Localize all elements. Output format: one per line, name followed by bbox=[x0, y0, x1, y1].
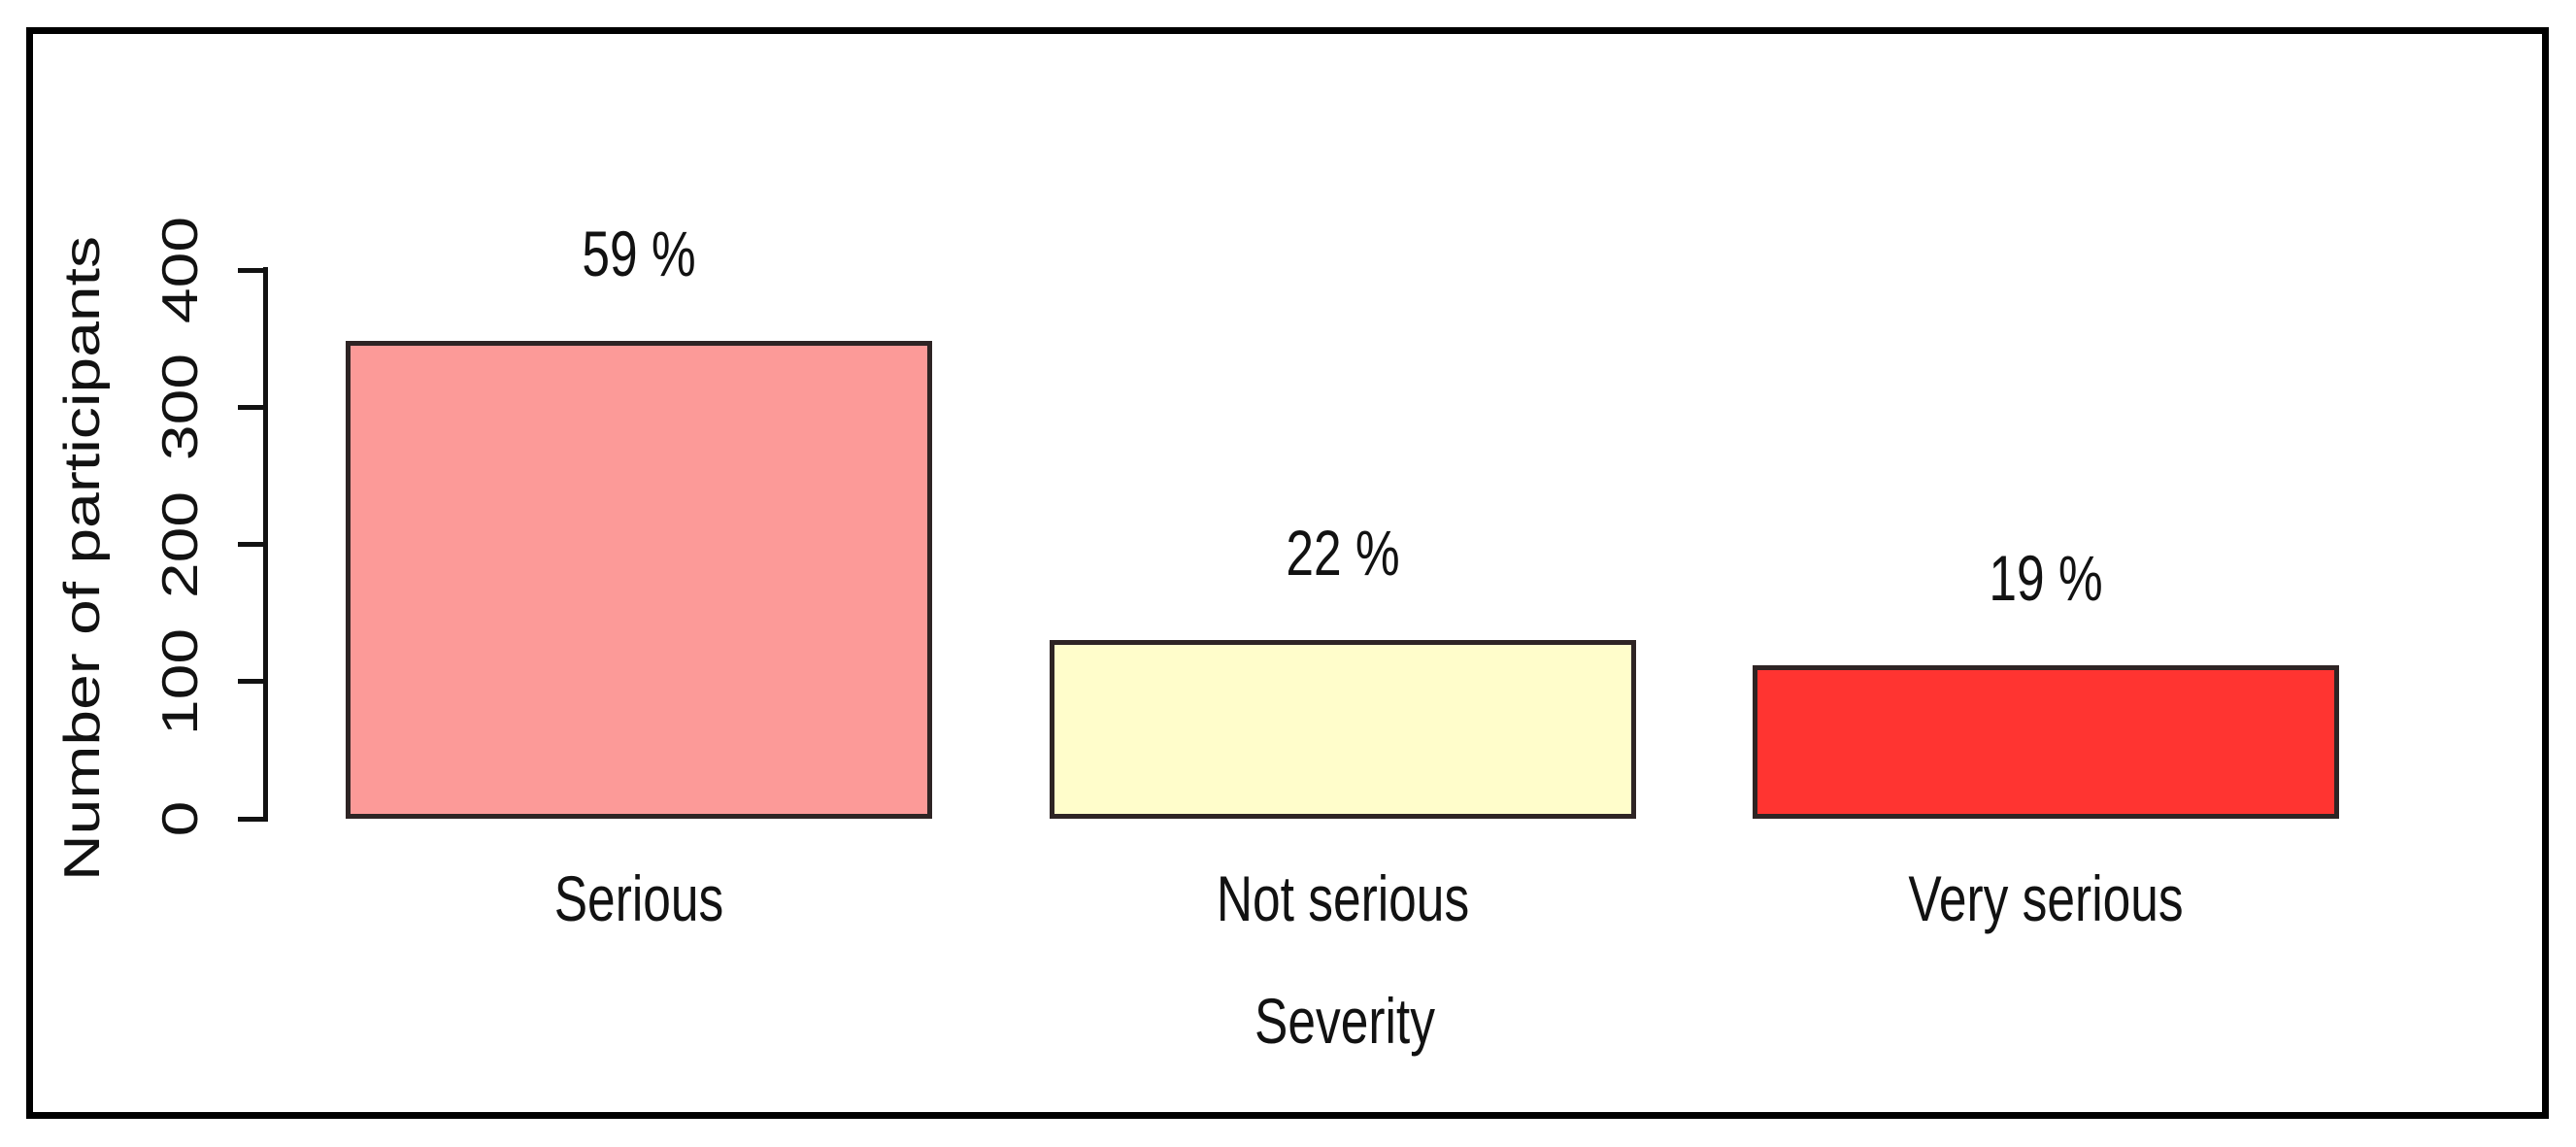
y-tick-label: 400 bbox=[151, 216, 208, 324]
bar-very-serious bbox=[1753, 664, 2339, 819]
y-tick-label: 200 bbox=[151, 490, 208, 598]
bar-value-label: 22 % bbox=[1286, 517, 1400, 590]
category-label: Not serious bbox=[1216, 862, 1470, 934]
tick-mark bbox=[238, 816, 268, 822]
y-axis-title: Number of participants bbox=[53, 236, 110, 881]
category-label: Serious bbox=[553, 862, 724, 934]
y-tick-label: 100 bbox=[151, 627, 208, 735]
bar-serious bbox=[346, 341, 932, 819]
y-tick-label: 0 bbox=[151, 800, 208, 837]
category-label: Very serious bbox=[1908, 862, 2184, 934]
y-tick-label: 300 bbox=[151, 354, 208, 461]
bar-not-serious bbox=[1050, 640, 1636, 819]
bar-value-label: 19 % bbox=[1989, 541, 2103, 614]
x-axis-title: Severity bbox=[1255, 985, 1435, 1057]
tick-mark bbox=[238, 542, 268, 547]
tick-mark bbox=[238, 267, 268, 273]
chart-frame bbox=[26, 27, 2549, 1119]
bar-value-label: 59 % bbox=[582, 218, 696, 290]
tick-mark bbox=[238, 679, 268, 685]
tick-mark bbox=[238, 404, 268, 410]
